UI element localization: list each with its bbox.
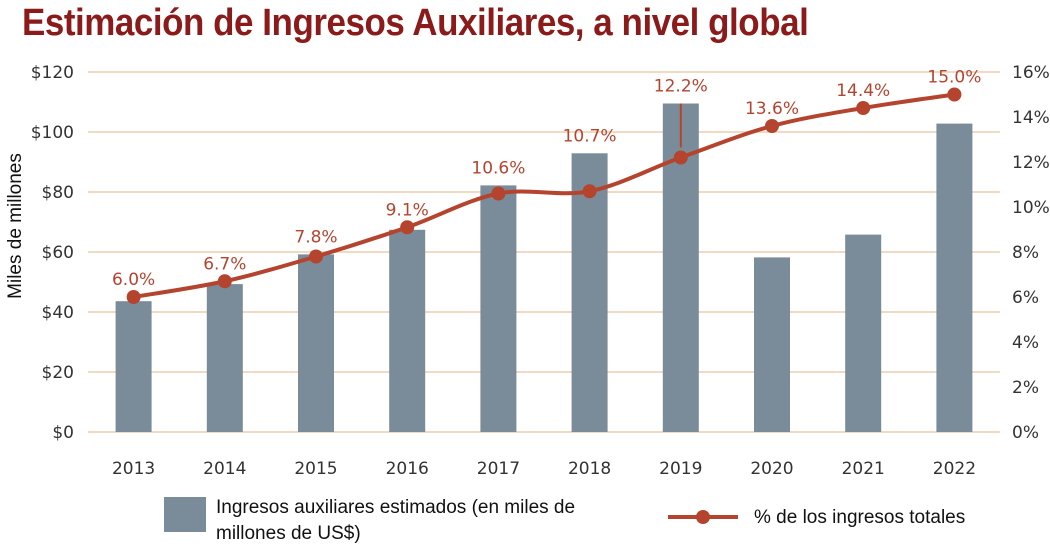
data-label-2020: 13.6% [745, 99, 799, 119]
line-point-2022 [947, 87, 962, 102]
y-right-tick-label: 12% [1012, 153, 1050, 173]
x-tick-label: 2022 [933, 459, 976, 479]
legend-line-label: % de los ingresos totales [754, 507, 965, 528]
data-label-2016: 9.1% [386, 200, 429, 220]
y-left-tick-label: $80 [42, 183, 74, 203]
x-tick-label: 2019 [659, 459, 702, 479]
data-label-2017: 10.6% [471, 158, 525, 178]
y-right-tick-label: 10% [1012, 198, 1050, 218]
line-point-2019 [673, 150, 688, 165]
x-tick-label: 2021 [842, 459, 885, 479]
x-tick-label: 2020 [750, 459, 793, 479]
x-tick-label: 2014 [203, 459, 246, 479]
y-right-tick-label: 4% [1012, 333, 1039, 353]
data-label-2022: 15.0% [927, 68, 981, 88]
legend-bar-label-line1: Ingresos auxiliares estimados (en miles … [216, 497, 575, 518]
bar-2018 [571, 153, 608, 433]
bar-2021 [845, 234, 882, 432]
y-left-tick-label: $20 [42, 363, 74, 383]
y-right-tick-label: 14% [1012, 108, 1050, 128]
line-point-2016 [400, 220, 415, 235]
line-point-2021 [856, 101, 871, 115]
bar-2020 [754, 257, 790, 432]
y-left-tick-label: $60 [42, 243, 74, 263]
line-point-2018 [582, 184, 597, 199]
x-tick-label: 2017 [477, 459, 520, 479]
data-label-2019: 12.2% [654, 77, 708, 97]
line-point-2013 [126, 290, 141, 304]
legend-bar-swatch [164, 497, 206, 532]
y-right-tick-label: 8% [1012, 243, 1039, 263]
bar-2013 [115, 301, 152, 432]
y-axis-left-ticks: $0 $20 $40 $60 $80 $100 $120 [31, 63, 74, 443]
y-right-tick-label: 16% [1012, 63, 1050, 83]
y-right-tick-label: 2% [1012, 378, 1039, 398]
line-point-2014 [217, 274, 232, 289]
x-tick-label: 2018 [568, 459, 611, 479]
bar-2016 [389, 229, 426, 432]
x-tick-label: 2016 [386, 459, 429, 479]
data-label-2015: 7.8% [294, 227, 337, 247]
y-right-tick-label: 6% [1012, 288, 1039, 308]
y-right-tick-label: 0% [1012, 423, 1039, 443]
bar-series [115, 103, 973, 433]
data-label-2014: 6.7% [203, 254, 246, 274]
x-tick-label: 2015 [294, 459, 337, 479]
x-axis-ticks: 2013 2014 2015 2016 2017 2018 2019 2020 2021 2022 [112, 459, 976, 479]
legend-bar-label-line2: millones de US$) [216, 523, 361, 544]
legend: Ingresos auxiliares estimados (en miles … [164, 497, 965, 544]
line-point-2020 [765, 119, 779, 133]
y-axis-label: Miles de millones [5, 153, 26, 299]
data-label-2013: 6.0% [112, 270, 155, 290]
bar-2014 [206, 284, 243, 432]
y-left-tick-label: $40 [42, 303, 74, 323]
line-point-2017 [491, 186, 506, 201]
data-label-2021: 14.4% [836, 81, 890, 101]
bar-2015 [298, 254, 334, 432]
y-left-tick-label: $100 [31, 123, 74, 143]
bar-2022 [936, 123, 973, 432]
line-point-2015 [309, 249, 323, 264]
line-path [133, 92, 955, 299]
y-left-tick-label: $120 [31, 63, 74, 83]
legend-line-marker [696, 510, 710, 524]
bar-2017 [480, 185, 517, 432]
line-series: 6.0% 6.7% 7.8% 9.1% 10.6% 10.7% 12.2% 13.6% 14.4… [112, 68, 981, 304]
data-label-2018: 10.7% [563, 126, 617, 146]
chart-title: Estimación de Ingresos Auxiliares, a niv… [22, 2, 809, 44]
y-left-tick-label: $0 [52, 423, 74, 443]
x-tick-label: 2013 [112, 459, 155, 479]
y-axis-right-ticks: 0% 2% 4% 6% 8% 10% 12% 14% 16% [1012, 63, 1050, 443]
